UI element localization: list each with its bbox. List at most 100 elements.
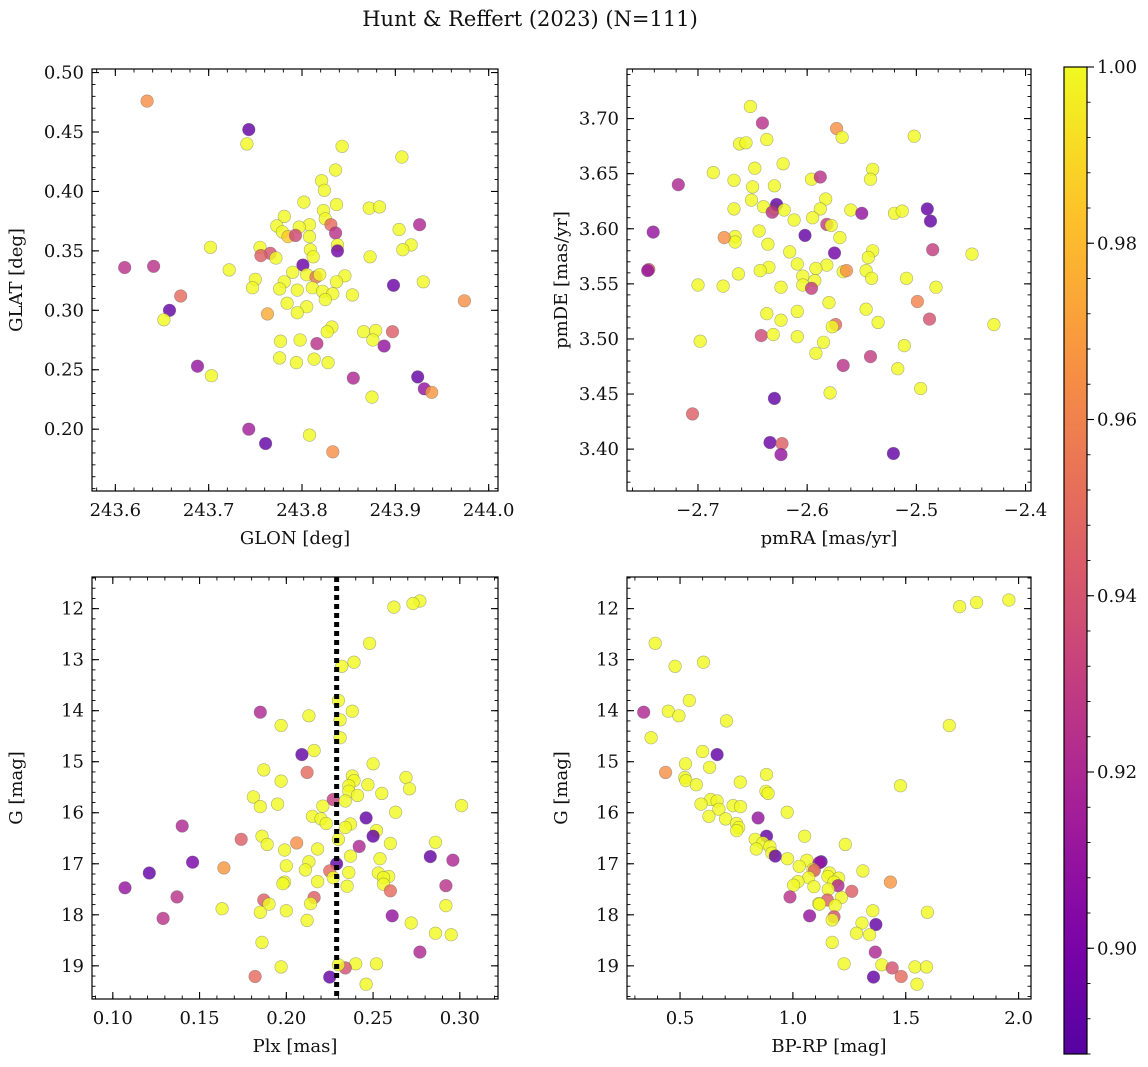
data-point	[907, 129, 921, 143]
data-point	[672, 709, 686, 723]
data-point	[828, 898, 842, 913]
data-point	[387, 600, 401, 614]
data-point	[774, 448, 788, 462]
data-point	[290, 836, 304, 850]
data-point	[330, 244, 345, 258]
data-points	[118, 594, 469, 991]
data-point	[776, 157, 790, 171]
data-point	[310, 337, 324, 351]
data-point	[311, 874, 325, 889]
data-point	[893, 779, 908, 793]
data-point	[767, 391, 782, 406]
data-point	[269, 251, 283, 265]
data-point	[346, 371, 360, 385]
x-tick-label: −2.7	[676, 500, 720, 521]
data-point	[908, 960, 922, 974]
data-point	[827, 246, 842, 260]
data-point	[279, 859, 293, 873]
data-point	[439, 898, 453, 913]
data-point	[329, 275, 344, 289]
data-point	[783, 890, 797, 904]
y-tick-label: 13	[596, 650, 619, 671]
data-point	[678, 757, 693, 771]
data-point	[731, 267, 746, 281]
data-point	[439, 879, 453, 893]
data-point	[897, 339, 911, 353]
data-point	[775, 437, 789, 451]
data-point	[790, 257, 804, 271]
data-point	[361, 778, 375, 792]
data-point	[242, 422, 256, 436]
data-point	[300, 765, 314, 780]
data-point	[871, 315, 885, 330]
data-point	[862, 928, 877, 942]
data-point	[733, 775, 747, 789]
x-axis-label: pmRA [mas/yr]	[761, 528, 898, 549]
data-point	[866, 904, 880, 918]
data-point	[786, 878, 801, 892]
data-point	[289, 356, 304, 370]
data-point	[392, 222, 406, 237]
data-point	[375, 786, 389, 801]
data-point	[718, 812, 733, 826]
x-tick-label: −2.5	[894, 500, 938, 521]
data-point	[824, 218, 838, 233]
data-point	[338, 820, 352, 835]
y-tick-label: 15	[61, 752, 84, 773]
data-point	[743, 99, 758, 114]
data-point	[277, 209, 291, 223]
data-point	[868, 945, 882, 959]
data-point	[755, 116, 770, 130]
scatter-panel-3: 0.10 0.15 0.20 0.25 0.30 12 13 14 15 16 17 18 19 Plx …	[6, 576, 499, 1057]
y-tick-label: 17	[596, 854, 619, 875]
data-point	[140, 94, 154, 108]
data-point	[316, 799, 330, 813]
x-tick-label: 243.7	[183, 500, 235, 521]
colorbar-tick-label: 1.00	[1097, 57, 1137, 78]
data-point	[658, 765, 673, 780]
data-point	[733, 799, 748, 814]
data-point	[802, 909, 817, 923]
data-point	[790, 330, 804, 344]
data-point	[744, 193, 759, 207]
y-tick-label: 14	[596, 701, 619, 722]
data-point	[345, 704, 359, 718]
data-point	[825, 913, 839, 927]
x-tick-label: 0.25	[353, 1008, 393, 1029]
data-point	[910, 977, 924, 991]
x-tick-label: 243.8	[276, 500, 328, 521]
x-tick-label: 0.10	[93, 1008, 133, 1029]
data-point	[174, 289, 188, 303]
data-point	[307, 352, 321, 366]
data-point	[671, 178, 685, 192]
data-point	[646, 225, 660, 239]
data-points	[637, 593, 1016, 991]
data-point	[926, 243, 940, 257]
data-point	[727, 202, 741, 216]
data-point	[257, 763, 271, 777]
data-point	[716, 279, 730, 293]
figure-title: Hunt & Reffert (2023) (N=111)	[362, 7, 698, 31]
data-point	[372, 200, 387, 214]
data-point	[389, 805, 403, 819]
data-point	[783, 245, 797, 259]
data-point	[759, 767, 774, 782]
data-point	[157, 313, 171, 327]
scatter-panels: 243.6 243.7 243.8 243.9 244.0 0.20 0.25 0.30 0.3…	[6, 63, 1047, 1057]
y-tick-label: 12	[596, 599, 619, 620]
data-point	[691, 278, 705, 292]
y-tick-label: 18	[61, 905, 84, 926]
y-tick-label: 0.25	[44, 360, 84, 381]
data-points	[118, 94, 472, 459]
data-point	[719, 714, 734, 728]
x-tick-label: 244.0	[463, 500, 515, 521]
data-point	[222, 263, 236, 277]
data-point	[147, 259, 161, 273]
data-point	[338, 794, 352, 808]
data-point	[286, 265, 300, 279]
data-point	[894, 969, 908, 984]
data-point	[727, 173, 741, 187]
data-point	[423, 849, 437, 864]
data-point	[765, 205, 779, 219]
